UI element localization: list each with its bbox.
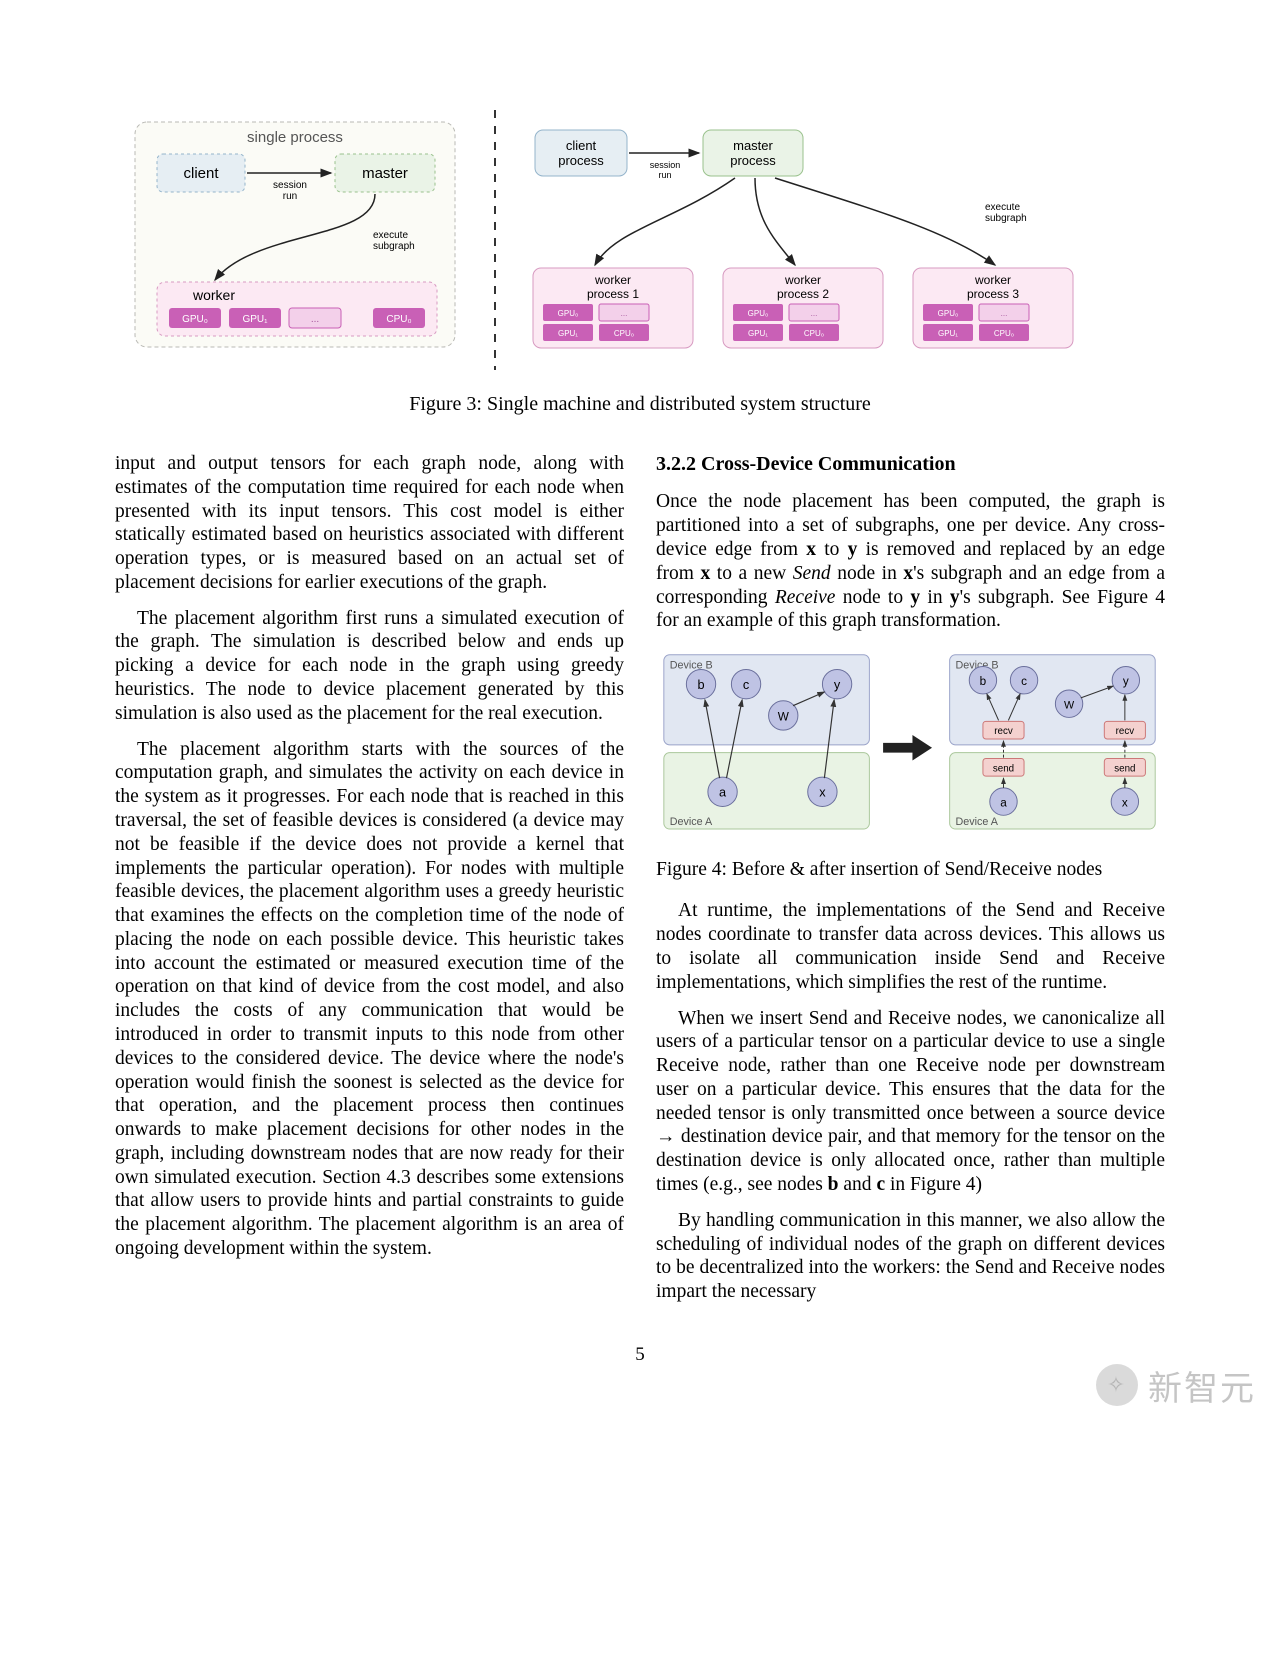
right-p3: When we insert Send and Receive nodes, w… [656,1007,1165,1197]
fig3-left-worker: worker [192,287,235,303]
svg-text:send: send [1114,763,1135,774]
svg-text:Device B: Device B [670,660,713,672]
svg-text:GPU₀: GPU₀ [558,309,579,318]
svg-text:subgraph: subgraph [985,213,1027,224]
svg-text:CPU₀: CPU₀ [614,329,634,338]
left-p2: The placement algorithm first runs a sim… [115,607,624,726]
figure-3: single process client master session run… [115,110,1165,416]
left-column: input and output tensors for each graph … [115,452,624,1316]
svg-text:b: b [980,675,987,688]
right-p1: Once the node placement has been compute… [656,490,1165,633]
svg-text:process: process [558,153,604,168]
page: single process client master session run… [0,0,1280,1426]
svg-text:...: ... [311,314,319,325]
svg-text:c: c [1021,675,1027,688]
fig3-left-session: session [273,180,307,191]
svg-text:recv: recv [1116,726,1135,737]
svg-text:GPU₀: GPU₀ [748,309,769,318]
watermark: ✧ 新智元 [1096,1361,1256,1410]
svg-text:W: W [1064,700,1075,712]
svg-text:...: ... [1001,309,1008,318]
svg-text:execute: execute [373,230,408,241]
svg-text:subgraph: subgraph [373,241,415,252]
right-p2: At runtime, the implementations of the S… [656,899,1165,994]
body-columns: input and output tensors for each graph … [115,452,1165,1316]
svg-text:y: y [1123,675,1129,688]
left-p3: The placement algorithm starts with the … [115,738,624,1261]
figure-3-svg: single process client master session run… [115,110,1165,370]
svg-text:run: run [283,191,297,202]
svg-text:send: send [993,763,1014,774]
svg-text:x: x [1122,797,1128,810]
svg-text:GPU₁: GPU₁ [242,314,268,325]
svg-text:run: run [658,170,671,180]
svg-text:client: client [566,138,597,153]
figure-3-caption: Figure 3: Single machine and distributed… [115,393,1165,416]
svg-text:CPU₀: CPU₀ [994,329,1014,338]
svg-text:W: W [778,710,790,723]
fig3-left-client: client [183,165,219,182]
fig3-left-devices: GPU₀ GPU₁ ... CPU₀ [169,308,425,328]
svg-text:CPU₀: CPU₀ [804,329,824,338]
fig3-single-process-label: single process [247,129,343,146]
svg-text:worker: worker [974,273,1011,287]
svg-text:process: process [730,153,776,168]
watermark-text: 新智元 [1148,1361,1256,1410]
page-number: 5 [115,1344,1165,1366]
svg-text:y: y [834,677,841,692]
left-p1: input and output tensors for each graph … [115,452,624,595]
svg-text:b: b [697,677,704,692]
fig3-left: single process client master session run… [135,122,455,347]
svg-text:CPU₀: CPU₀ [386,314,411,325]
figure-4-svg: Device B Device A b c y W a x [656,645,1165,841]
svg-text:execute: execute [985,202,1020,213]
figure-4: Device B Device A b c y W a x [656,645,1165,881]
svg-text:a: a [1000,797,1007,810]
svg-text:Device A: Device A [956,816,999,828]
svg-text:GPU₀: GPU₀ [938,309,959,318]
svg-text:process 3: process 3 [967,287,1019,301]
svg-text:GPU₁: GPU₁ [748,329,768,338]
svg-text:session: session [650,160,681,170]
svg-text:worker: worker [784,273,821,287]
svg-text:worker: worker [594,273,631,287]
section-heading: 3.2.2 Cross-Device Communication [656,452,1165,476]
svg-text:master: master [733,138,773,153]
svg-text:x: x [819,785,826,800]
svg-text:...: ... [811,309,818,318]
svg-text:GPU₁: GPU₁ [558,329,578,338]
svg-text:c: c [743,677,750,692]
fig3-right: client process master process session ru… [533,130,1073,348]
fig3-left-master: master [362,165,408,182]
svg-text:...: ... [621,309,628,318]
svg-text:recv: recv [994,726,1013,737]
svg-text:a: a [719,785,727,800]
svg-text:process 2: process 2 [777,287,829,301]
svg-text:GPU₀: GPU₀ [182,314,208,325]
right-p4: By handling communication in this manner… [656,1209,1165,1304]
figure-4-caption: Figure 4: Before & after insertion of Se… [656,858,1165,882]
svg-text:GPU₁: GPU₁ [938,329,958,338]
svg-text:process 1: process 1 [587,287,639,301]
svg-text:Device A: Device A [670,816,713,828]
right-column: 3.2.2 Cross-Device Communication Once th… [656,452,1165,1316]
watermark-icon: ✧ [1096,1364,1138,1406]
